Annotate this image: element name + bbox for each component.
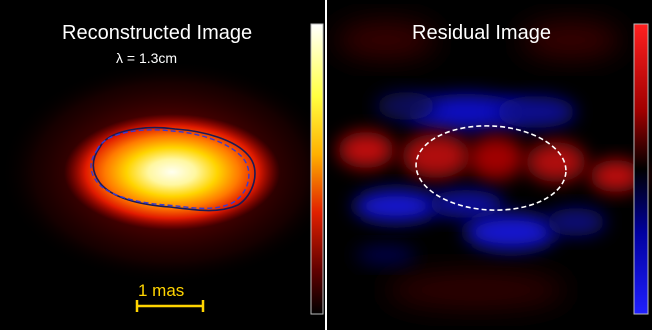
- scale-bar-label: 1 mas: [138, 281, 185, 300]
- colorbar-right: [633, 23, 649, 315]
- scale-bar: [135, 300, 205, 312]
- residual-image-canvas: [326, 0, 652, 330]
- residual-image-panel: Residual Image: [326, 0, 652, 330]
- reconstructed-image-panel: Reconstructed Image λ = 1.3cm 1 mas: [0, 0, 326, 330]
- wavelength-label: λ = 1.3cm: [116, 50, 178, 66]
- reconstructed-image-title: Reconstructed Image: [62, 22, 253, 44]
- reconstructed-image-canvas: [0, 23, 326, 315]
- source-core: [64, 114, 280, 230]
- residual-structure: [336, 22, 642, 308]
- colorbar-left: [310, 23, 324, 315]
- model-contour-solid: [92, 126, 256, 212]
- model-contour-dashed: [90, 129, 250, 210]
- residual-image-title: Residual Image: [412, 22, 551, 44]
- panel-divider: [325, 0, 327, 330]
- source-outline-ellipse: [415, 125, 567, 211]
